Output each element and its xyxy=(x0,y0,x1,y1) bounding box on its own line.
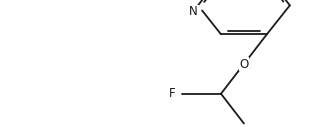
Text: O: O xyxy=(239,58,249,70)
Text: F: F xyxy=(168,87,175,100)
Text: N: N xyxy=(189,5,198,18)
